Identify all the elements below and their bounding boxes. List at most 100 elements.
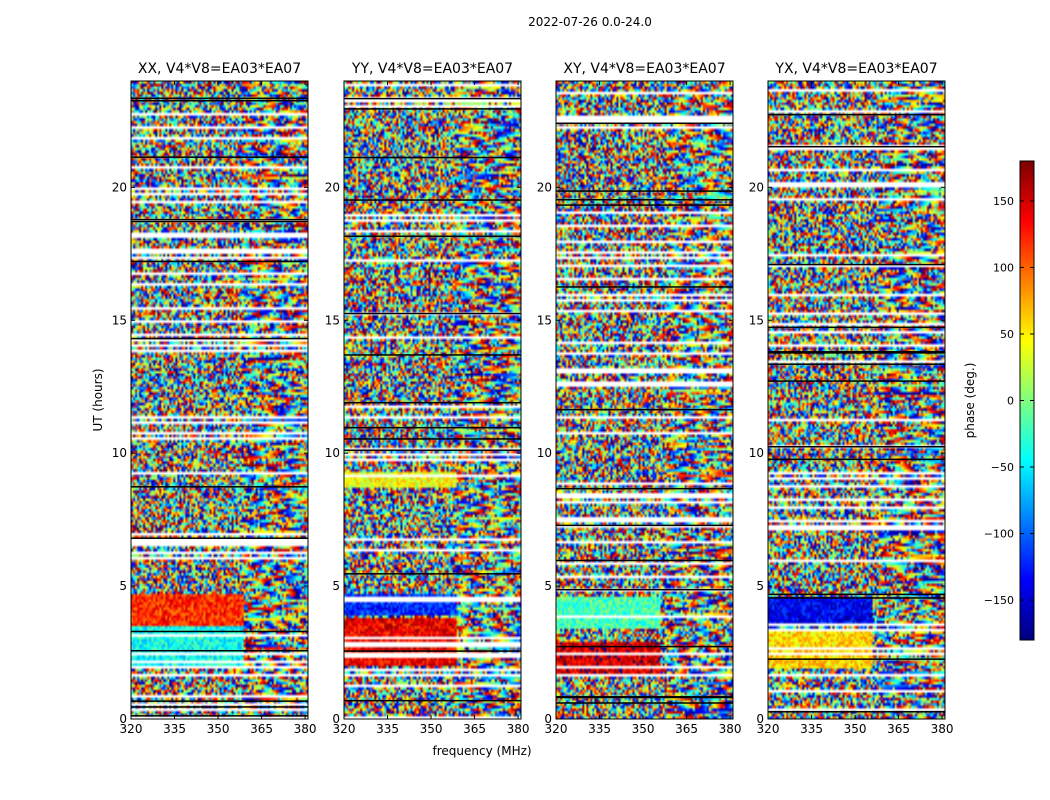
flag-line — [344, 156, 521, 159]
flag-line — [131, 260, 308, 263]
flag-line — [768, 263, 945, 266]
y-tick-label: 20 — [749, 180, 764, 194]
x-tick-label: 380 — [294, 722, 317, 736]
panel-4: YX, V4*V8=EA03*EA07 320 335 350 365 380 0 5 10 15… — [749, 61, 954, 736]
flag-line — [131, 630, 308, 633]
flag-line — [344, 199, 521, 201]
y-tick-label: 15 — [537, 313, 552, 327]
flag-line — [344, 97, 521, 100]
flag-line — [344, 699, 521, 702]
y-tick-label: 0 — [544, 712, 552, 726]
flag-line — [131, 220, 308, 223]
flag-line — [768, 113, 945, 116]
y-tick-label: 10 — [537, 446, 552, 460]
flag-line — [344, 312, 521, 315]
y-tick-label: 10 — [112, 446, 127, 460]
panel-3: XY, V4*V8=EA03*EA07 320 335 350 365 380 0 5 10 15… — [537, 61, 742, 736]
flag-line — [131, 700, 308, 702]
x-tick-label: 320 — [120, 722, 143, 736]
x-tick-label: 365 — [463, 722, 486, 736]
y-tick-label: 15 — [749, 313, 764, 327]
flag-line — [556, 702, 733, 704]
flag-line — [344, 573, 521, 575]
colorbar-tick-label: 50 — [1000, 328, 1014, 341]
flag-line — [344, 235, 521, 238]
plot-frame — [767, 80, 946, 720]
flag-line — [556, 286, 733, 288]
panel-2: YY, V4*V8=EA03*EA07 320 335 350 365 380 0 5 10 15… — [325, 61, 532, 758]
colorbar-tick-label: 150 — [993, 195, 1014, 208]
plot-frame — [343, 80, 522, 720]
x-tick-label: 335 — [800, 722, 823, 736]
flag-line — [768, 711, 945, 713]
colorbar: 150 100 50 0 −50 −100 −150 phase (deg.) — [963, 160, 1035, 641]
flag-line — [131, 99, 308, 102]
flag-line — [768, 458, 945, 461]
panel-title: YX, V4*V8=EA03*EA07 — [774, 61, 937, 77]
heatmap-image — [768, 81, 945, 719]
x-tick-label: 350 — [207, 722, 230, 736]
x-tick-label: 335 — [163, 722, 186, 736]
y-tick-label: 15 — [325, 313, 340, 327]
y-tick-label: 5 — [756, 579, 764, 593]
x-tick-label: 350 — [420, 722, 443, 736]
flag-line — [556, 559, 733, 562]
y-tick-label: 0 — [332, 712, 340, 726]
x-tick-label: 320 — [545, 722, 568, 736]
colorbar-label: phase (deg.) — [963, 363, 977, 439]
colorbar-tick-label: 100 — [993, 261, 1014, 274]
flag-line — [556, 408, 733, 411]
panel-title: XY, V4*V8=EA03*EA07 — [563, 61, 725, 77]
flag-line — [131, 650, 308, 652]
flag-line — [768, 363, 945, 365]
colorbar-tick-label: −150 — [984, 594, 1014, 607]
flag-line — [131, 486, 308, 488]
x-tick-label: 320 — [757, 722, 780, 736]
plot-frame — [130, 80, 309, 720]
flag-line — [344, 650, 521, 652]
flag-line — [131, 715, 308, 717]
flag-line — [344, 426, 521, 429]
y-axis-label: UT (hours) — [91, 368, 105, 431]
y-tick-label: 10 — [749, 446, 764, 460]
flag-line — [768, 145, 945, 148]
x-tick-label: 350 — [632, 722, 655, 736]
flag-line — [344, 438, 521, 440]
colorbar-tick-label: 0 — [1007, 395, 1014, 408]
flag-line — [344, 449, 521, 451]
flag-line — [556, 645, 733, 648]
heatmap-image — [131, 81, 308, 719]
flag-line — [768, 326, 945, 329]
flag-line — [556, 588, 733, 591]
y-tick-label: 10 — [325, 446, 340, 460]
flag-line — [556, 204, 733, 206]
flag-line — [768, 593, 945, 596]
y-tick-label: 5 — [544, 579, 552, 593]
flag-line — [556, 198, 733, 201]
y-tick-label: 0 — [119, 712, 127, 726]
y-tick-label: 0 — [756, 712, 764, 726]
x-tick-label: 380 — [931, 722, 954, 736]
y-tick-label: 15 — [112, 313, 127, 327]
y-tick-label: 20 — [112, 180, 127, 194]
flag-line — [556, 524, 733, 527]
flag-line — [768, 352, 945, 354]
flag-line — [556, 122, 733, 125]
flag-line — [556, 487, 733, 490]
flag-line — [768, 351, 945, 353]
x-tick-label: 350 — [844, 722, 867, 736]
colorbar-gradient — [1020, 161, 1034, 640]
figure-title: 2022-07-26 0.0-24.0 — [528, 15, 652, 29]
flag-line — [344, 108, 521, 110]
flag-line — [131, 337, 308, 340]
flag-line — [768, 658, 945, 660]
x-tick-label: 335 — [376, 722, 399, 736]
colorbar-tick-label: −100 — [984, 528, 1014, 541]
x-tick-label: 365 — [250, 722, 273, 736]
x-tick-label: 335 — [588, 722, 611, 736]
x-tick-label: 380 — [719, 722, 742, 736]
flag-line — [131, 156, 308, 158]
flag-line — [344, 354, 521, 356]
x-tick-label: 365 — [887, 722, 910, 736]
